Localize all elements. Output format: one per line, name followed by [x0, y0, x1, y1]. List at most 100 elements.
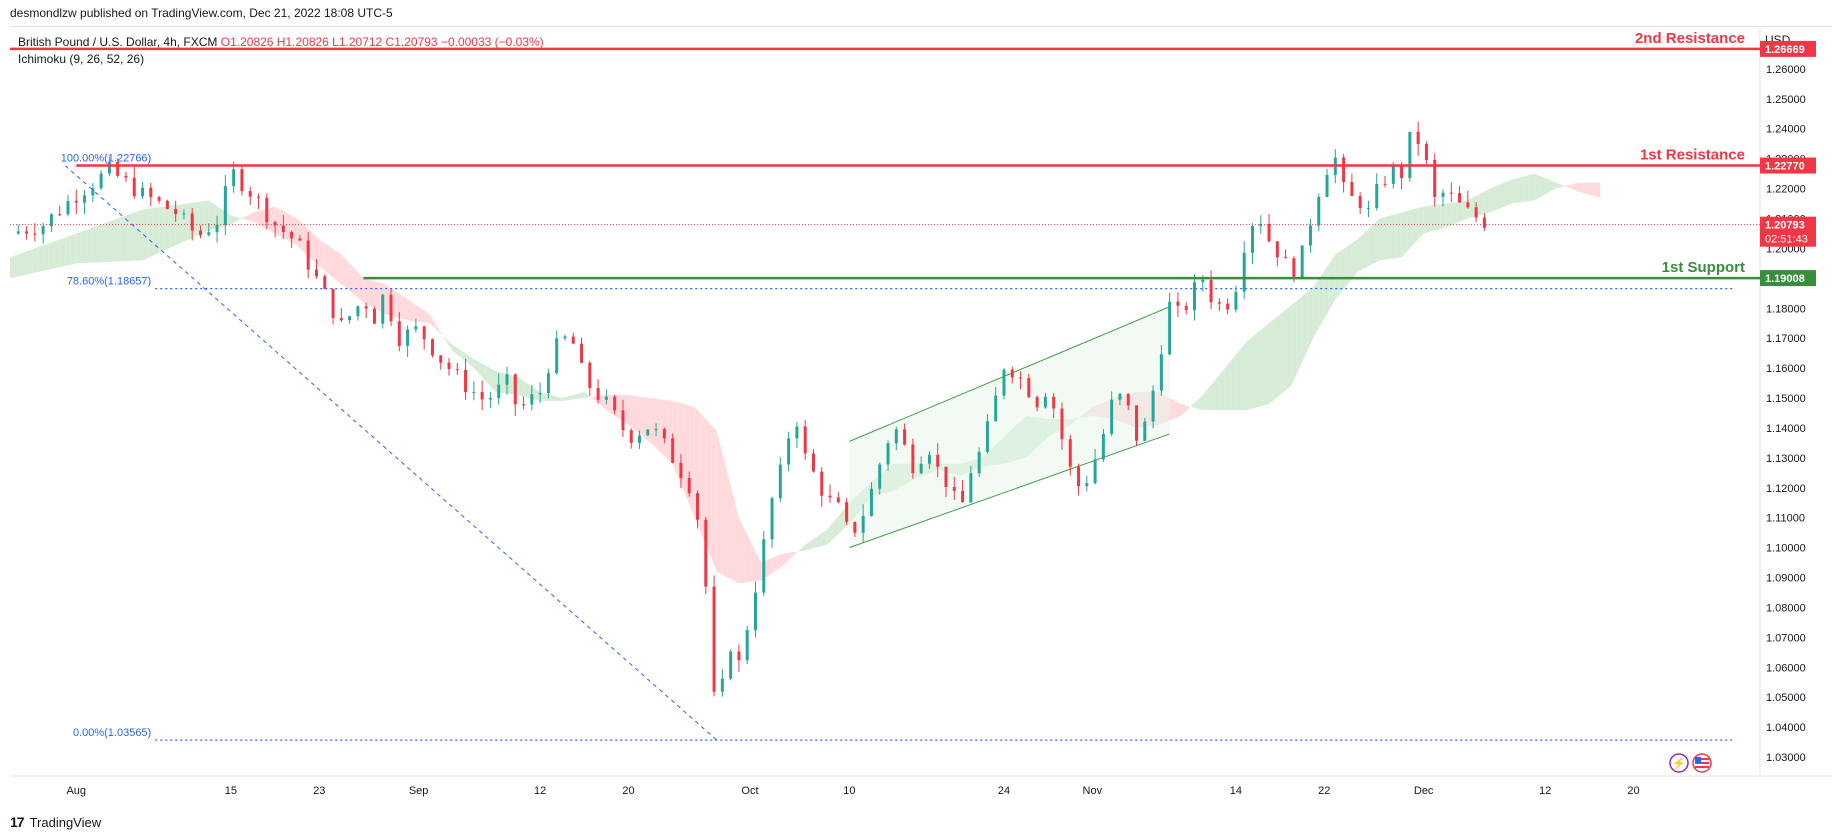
- y-tick-label: 1.17000: [1766, 333, 1806, 345]
- channel-lower-line[interactable]: [849, 433, 1170, 549]
- symbol-title[interactable]: British Pound / U.S. Dollar, 4h, FXCM: [18, 35, 218, 49]
- y-tick-label: 1.05000: [1766, 692, 1806, 704]
- candle-body: [422, 326, 426, 340]
- candle-body: [961, 490, 965, 503]
- candle-body: [936, 454, 940, 467]
- cloud-segment: [1241, 341, 1247, 410]
- candle-body: [397, 321, 401, 346]
- x-tick-label: 20: [622, 785, 634, 797]
- candle-body: [671, 438, 675, 463]
- cloud-segment: [766, 558, 773, 577]
- cloud-segment: [556, 396, 563, 401]
- candle-body: [1292, 258, 1296, 279]
- x-tick-label: 12: [1539, 785, 1551, 797]
- cloud-segment: [1208, 381, 1214, 410]
- ohlc-values: O1.20826 H1.20826 L1.20712 C1.20793 −0.0…: [220, 35, 544, 49]
- sr-levels[interactable]: 2nd Resistance 1st Resistance 1st Support: [10, 30, 1760, 280]
- x-tick-label: Dec: [1414, 785, 1434, 797]
- cloud-segment: [137, 209, 143, 261]
- candle-body: [497, 384, 501, 399]
- cloud-segment: [457, 347, 463, 360]
- cloud-segment: [319, 239, 325, 271]
- cloud-segment: [490, 368, 496, 392]
- candle-body: [845, 502, 849, 522]
- ichimoku-cloud: [10, 173, 1601, 584]
- candle-body: [1201, 279, 1205, 283]
- cloud-segment: [1451, 202, 1457, 226]
- candle-body: [770, 498, 774, 540]
- cloud-segment: [1235, 347, 1242, 410]
- cloud-segment: [1545, 178, 1551, 195]
- cloud-segment: [435, 323, 441, 334]
- candle-body: [729, 651, 733, 679]
- publish-line: desmondlzw published on TradingView.com,…: [10, 6, 393, 20]
- cloud-segment: [1501, 181, 1507, 208]
- candle-body: [1300, 245, 1304, 279]
- fib-retracement[interactable]: 100.00%(1.22766) 78.60%(1.18657) 0.00%(1.0…: [61, 153, 1733, 741]
- footer[interactable]: 17 TradingView: [10, 814, 101, 830]
- cloud-segment: [1368, 223, 1374, 267]
- cloud-segment: [70, 233, 77, 265]
- cloud-segment: [1296, 296, 1303, 375]
- lightning-icon[interactable]: [1669, 753, 1689, 773]
- candle-body: [1474, 207, 1478, 218]
- candle-body: [712, 586, 716, 692]
- cloud-segment: [816, 533, 822, 548]
- indicator-label[interactable]: Ichimoku (9, 26, 52, 26): [18, 52, 145, 66]
- cloud-segment: [1357, 234, 1363, 273]
- cloud-segment: [1263, 323, 1270, 406]
- cloud-segment: [1329, 254, 1336, 309]
- cloud-segment: [1407, 209, 1413, 252]
- y-tick-label: 1.04000: [1766, 722, 1806, 734]
- candle-body: [1068, 439, 1072, 467]
- cloud-segment: [1484, 188, 1490, 214]
- cloud-segment: [164, 205, 171, 251]
- time-axis[interactable]: Aug 15 23 Sep 12 20 Oct 10 24 Nov 14 22 Dec 12 20: [66, 785, 1639, 797]
- candle-body: [455, 369, 459, 371]
- candle-body: [74, 200, 78, 203]
- cloud-segment: [1390, 214, 1397, 259]
- cloud-segment: [650, 398, 657, 449]
- candle-body: [1317, 196, 1321, 226]
- candle-body: [1308, 225, 1312, 246]
- cloud-segment: [462, 351, 469, 364]
- candle-body: [919, 463, 923, 474]
- candle-body: [1002, 369, 1006, 396]
- cloud-segment: [65, 235, 71, 266]
- cloud-segment: [838, 509, 844, 535]
- cloud-segment: [1230, 354, 1236, 410]
- candle-body: [1259, 223, 1263, 227]
- candle-body: [331, 288, 335, 319]
- candle-body: [969, 473, 973, 503]
- candle-body: [1193, 282, 1197, 311]
- cloud-segment: [313, 234, 320, 267]
- channel-upper-line[interactable]: [849, 306, 1170, 442]
- cloud-segment: [1440, 203, 1446, 229]
- candle-body: [629, 430, 633, 443]
- cloud-segment: [37, 245, 44, 273]
- cloud-segment: [98, 223, 104, 263]
- cloud-segment: [1495, 184, 1501, 211]
- candle-body: [1209, 279, 1213, 303]
- candle-body: [66, 200, 70, 215]
- cloud-segment: [534, 388, 541, 401]
- flag-stripe: [1695, 758, 1709, 760]
- candle-body: [281, 225, 285, 232]
- candle-body: [464, 369, 468, 393]
- level-price-text: 1.26669: [1765, 44, 1805, 56]
- y-tick-label: 1.06000: [1766, 662, 1806, 674]
- candle-body: [406, 329, 410, 346]
- candle-body: [132, 177, 136, 197]
- y-tick-label: 1.03000: [1766, 752, 1806, 764]
- level-price-text: 1.19008: [1765, 273, 1805, 285]
- x-tick-label: 22: [1318, 785, 1330, 797]
- chart-frame: [10, 26, 1832, 813]
- fib-trendline[interactable]: [64, 165, 718, 741]
- candle-body: [190, 213, 194, 231]
- cloud-segment: [1335, 250, 1341, 300]
- candle-body: [505, 374, 509, 385]
- y-tick-label: 1.11000: [1766, 513, 1805, 525]
- candle-body: [886, 443, 890, 465]
- event-icons[interactable]: ⚡: [1669, 753, 1712, 773]
